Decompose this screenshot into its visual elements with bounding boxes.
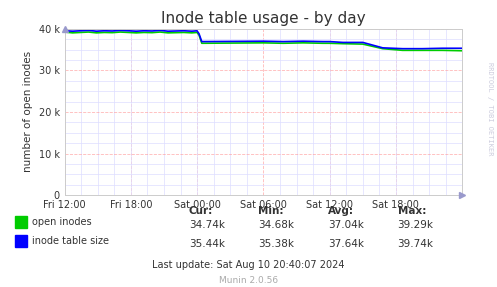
Bar: [15, 235, 27, 247]
Text: Min:: Min:: [258, 206, 284, 216]
Text: open inodes: open inodes: [32, 218, 92, 227]
Text: 37.64k: 37.64k: [328, 239, 364, 249]
Text: 34.68k: 34.68k: [258, 220, 294, 230]
Text: Last update: Sat Aug 10 20:40:07 2024: Last update: Sat Aug 10 20:40:07 2024: [152, 260, 345, 269]
Text: 34.74k: 34.74k: [189, 220, 225, 230]
Text: 35.44k: 35.44k: [189, 239, 225, 249]
Text: Munin 2.0.56: Munin 2.0.56: [219, 276, 278, 286]
Y-axis label: number of open inodes: number of open inodes: [23, 51, 33, 172]
Text: Max:: Max:: [398, 206, 426, 216]
Text: Cur:: Cur:: [189, 206, 213, 216]
Text: Avg:: Avg:: [328, 206, 354, 216]
Text: 39.29k: 39.29k: [398, 220, 433, 230]
Title: Inode table usage - by day: Inode table usage - by day: [161, 11, 366, 26]
Bar: [15, 216, 27, 228]
Text: 37.04k: 37.04k: [328, 220, 364, 230]
Text: RRDTOOL / TOBI OETIKER: RRDTOOL / TOBI OETIKER: [487, 62, 493, 156]
Text: inode table size: inode table size: [32, 236, 109, 246]
Text: 35.38k: 35.38k: [258, 239, 294, 249]
Text: 39.74k: 39.74k: [398, 239, 433, 249]
